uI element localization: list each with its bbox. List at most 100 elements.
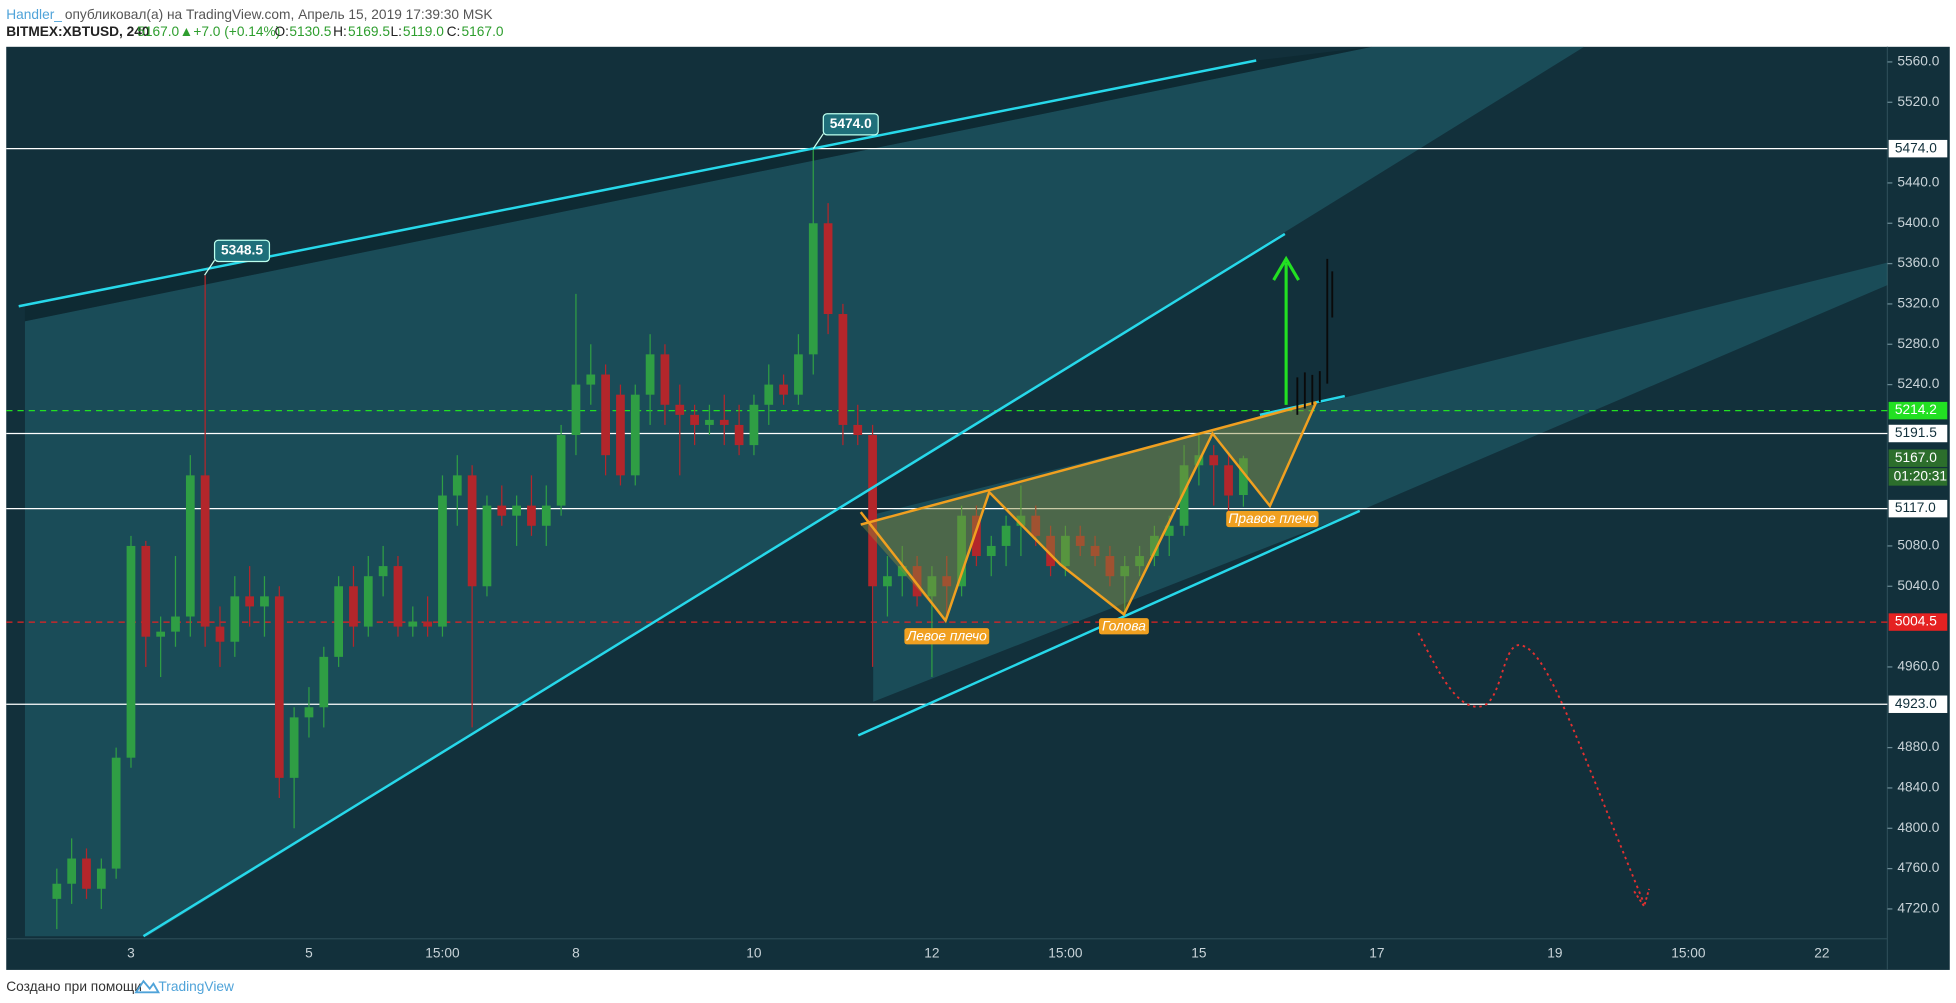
- candle-body: [512, 505, 521, 516]
- candle-body: [452, 475, 462, 496]
- countdown: 01:20:31: [1894, 469, 1947, 484]
- candle-body: [438, 495, 447, 627]
- projection-arrowhead: [1633, 888, 1651, 909]
- trend-line: [142, 232, 1286, 938]
- y-tick-label: 5560.0: [1897, 54, 1939, 69]
- price-label-box: [1888, 424, 1948, 443]
- target-arrowhead: [1272, 255, 1300, 281]
- candle-body: [482, 505, 492, 587]
- channel-fill: [873, 262, 1888, 702]
- candle-body: [527, 505, 536, 526]
- candle-body: [616, 394, 625, 476]
- h: 5169.5: [348, 23, 390, 38]
- x-tick-label: 10: [746, 945, 762, 960]
- pattern-fill: [860, 402, 1317, 621]
- annotation: Правое плечо: [1228, 511, 1316, 526]
- drawings: Левое плечо Голова Правое плечо 5348.5 54…: [18, 59, 1651, 938]
- candle-body: [645, 354, 655, 395]
- countdown-box: [1888, 468, 1948, 486]
- candle-body: [126, 545, 136, 758]
- candle-body: [349, 586, 358, 627]
- candle-body: [200, 475, 210, 627]
- x-tick-label: 17: [1369, 945, 1384, 960]
- channel-fill: [24, 46, 1585, 937]
- y-tick-label: 5280.0: [1897, 336, 1939, 351]
- candle-body: [171, 616, 180, 632]
- candle-body: [1179, 465, 1189, 526]
- published: опубликовал(а) на TradingView.com, Апрел…: [65, 7, 493, 22]
- y-tick-label: 4840.0: [1897, 780, 1939, 795]
- x-tick-label: 15:00: [1048, 945, 1083, 960]
- callout-label: 5348.5: [221, 242, 263, 257]
- candle-body: [1061, 535, 1070, 567]
- o-label: O:: [274, 23, 288, 38]
- callout-box: [213, 239, 271, 263]
- candle-body: [883, 576, 892, 587]
- x-tick-label: 12: [924, 945, 939, 960]
- candle-body: [82, 858, 91, 889]
- y-tick-label: 5360.0: [1897, 255, 1939, 270]
- y-tick-label: 5240.0: [1897, 376, 1939, 391]
- candle-body: [1105, 556, 1115, 577]
- candle-body: [1224, 465, 1233, 496]
- y-tick-label: 4800.0: [1897, 820, 1939, 835]
- axes: 4720.0 4760.0 4800.0 4840.0 4880.0 4960.0 5040…: [127, 54, 1948, 960]
- y-tick-label: 5440.0: [1897, 175, 1939, 190]
- candle-body: [408, 621, 418, 627]
- x-tick-label: 5: [305, 945, 313, 960]
- candle-body: [1075, 535, 1085, 546]
- pattern-line: [859, 401, 1318, 624]
- candle-body: [497, 505, 507, 516]
- arrow: ▲: [180, 23, 194, 38]
- candle-body: [230, 596, 240, 642]
- candle-body: [749, 404, 759, 446]
- candle-body: [853, 424, 863, 436]
- candle-body: [808, 223, 818, 355]
- brand-logo: [134, 979, 161, 994]
- candle-body: [111, 757, 121, 869]
- candle-body: [838, 314, 848, 425]
- price-label-box: [1888, 139, 1948, 158]
- candle-body: [1046, 535, 1055, 567]
- candle-body: [690, 414, 699, 425]
- candle-body: [912, 566, 922, 597]
- candles: [52, 148, 1248, 930]
- price-label: 5214.2: [1895, 402, 1937, 417]
- footer-brand: TradingView: [158, 979, 234, 994]
- candle-body: [630, 394, 640, 476]
- candle-body: [304, 707, 314, 718]
- h-label: H:: [333, 23, 347, 38]
- l: 5119.0: [403, 23, 444, 38]
- x-tick-label: 15:00: [425, 945, 460, 960]
- c: 5167.0: [462, 23, 504, 38]
- candle-body: [67, 858, 77, 884]
- y-tick-label: 4760.0: [1897, 860, 1939, 875]
- candle-body: [586, 374, 596, 385]
- candle-body: [1031, 515, 1041, 536]
- callout-pointer: [812, 133, 824, 149]
- candle-body: [734, 424, 744, 446]
- candle-body: [823, 223, 833, 315]
- candle-body: [868, 435, 877, 587]
- candle-body: [675, 404, 685, 415]
- candle-body: [1001, 525, 1011, 546]
- candle-body: [245, 596, 255, 607]
- price-label-box: [1888, 695, 1948, 713]
- candle-body: [957, 515, 966, 587]
- candle-body: [1135, 556, 1144, 567]
- quote-line: BITMEX:XBTUSD, 240 5167.0 ▲ +7.0 (+0.14%…: [6, 23, 504, 38]
- candle-body: [423, 621, 432, 627]
- last-price-label: 5167.0: [1895, 450, 1937, 465]
- candle-body: [1120, 566, 1130, 577]
- price-label: 4923.0: [1895, 696, 1937, 711]
- candle-body: [185, 475, 195, 617]
- candle-body: [260, 596, 269, 607]
- candle-body: [927, 576, 937, 597]
- annotation-box: [1099, 618, 1149, 635]
- price-label-box: [1888, 401, 1948, 420]
- author: Handler_: [6, 7, 62, 22]
- y-tick-label: 5080.0: [1897, 538, 1939, 553]
- price-label: 5004.5: [1895, 614, 1937, 629]
